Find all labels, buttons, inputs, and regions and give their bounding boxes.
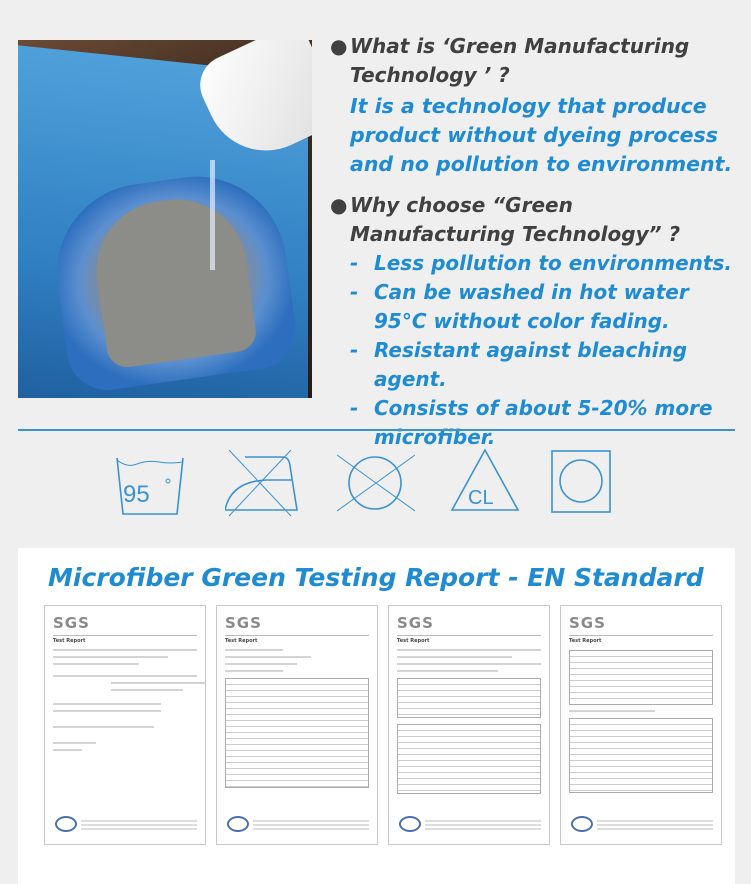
benefit-item: - Consists of about 5-20% more microfiber… (330, 394, 740, 452)
doc-heading: Test Report (53, 635, 197, 644)
liquid-stream (210, 160, 215, 270)
answer-1: It is a technology that produce product … (350, 94, 733, 176)
question-text: Why choose “Green Manufacturing Technolo… (350, 193, 681, 246)
benefit-item: - Can be washed in hot water 95°C without… (330, 278, 740, 336)
test-report-document[interactable]: SGS Test Report (216, 605, 378, 845)
sgs-logo: SGS (53, 614, 90, 632)
report-title: Microfiber Green Testing Report - EN Sta… (48, 563, 704, 592)
sgs-logo: SGS (397, 614, 434, 632)
sgs-logo: SGS (569, 614, 606, 632)
doc-heading: Test Report (397, 635, 541, 644)
info-text: ● What is ‘Green Manufacturing Technology… (330, 32, 740, 452)
product-photo (18, 40, 312, 398)
doc-heading: Test Report (225, 635, 369, 644)
svg-text:CL: CL (468, 487, 494, 509)
svg-text:95: 95 (123, 481, 150, 508)
benefit-text: Less pollution to environments. (374, 251, 732, 275)
seal-icon (55, 816, 77, 832)
benefit-item: - Less pollution to environments. (330, 249, 740, 278)
benefit-text: Resistant against bleaching agent. (374, 338, 688, 391)
seal-icon (399, 816, 421, 832)
benefit-text: Can be washed in hot water 95°C without … (374, 280, 689, 333)
doc-heading: Test Report (569, 635, 713, 644)
do-not-iron-icon (225, 449, 298, 517)
benefit-text: Consists of about 5-20% more microfiber. (374, 396, 713, 449)
question-text: What is ‘Green Manufacturing Technology … (350, 34, 690, 87)
seal-icon (227, 816, 249, 832)
bullet-icon: ● (330, 34, 348, 58)
test-report-document[interactable]: SGS Test Report (44, 605, 206, 845)
tumble-dry-icon (551, 450, 611, 513)
wash-95-icon: 95 (116, 457, 184, 515)
divider (18, 429, 735, 431)
bullet-icon: ● (330, 193, 348, 217)
question-2: ● Why choose “Green Manufacturing Technol… (330, 191, 740, 249)
care-icons: 95 CL (100, 448, 660, 528)
chlorine-bleach-icon: CL (450, 448, 520, 511)
do-not-dry-clean-icon (336, 454, 415, 512)
question-1: ● What is ‘Green Manufacturing Technology… (330, 32, 740, 90)
test-report-document[interactable]: SGS Test Report (388, 605, 550, 845)
test-report-document[interactable]: SGS Test Report (560, 605, 722, 845)
seal-icon (571, 816, 593, 832)
benefit-item: - Resistant against bleaching agent. (330, 336, 740, 394)
sgs-logo: SGS (225, 614, 262, 632)
